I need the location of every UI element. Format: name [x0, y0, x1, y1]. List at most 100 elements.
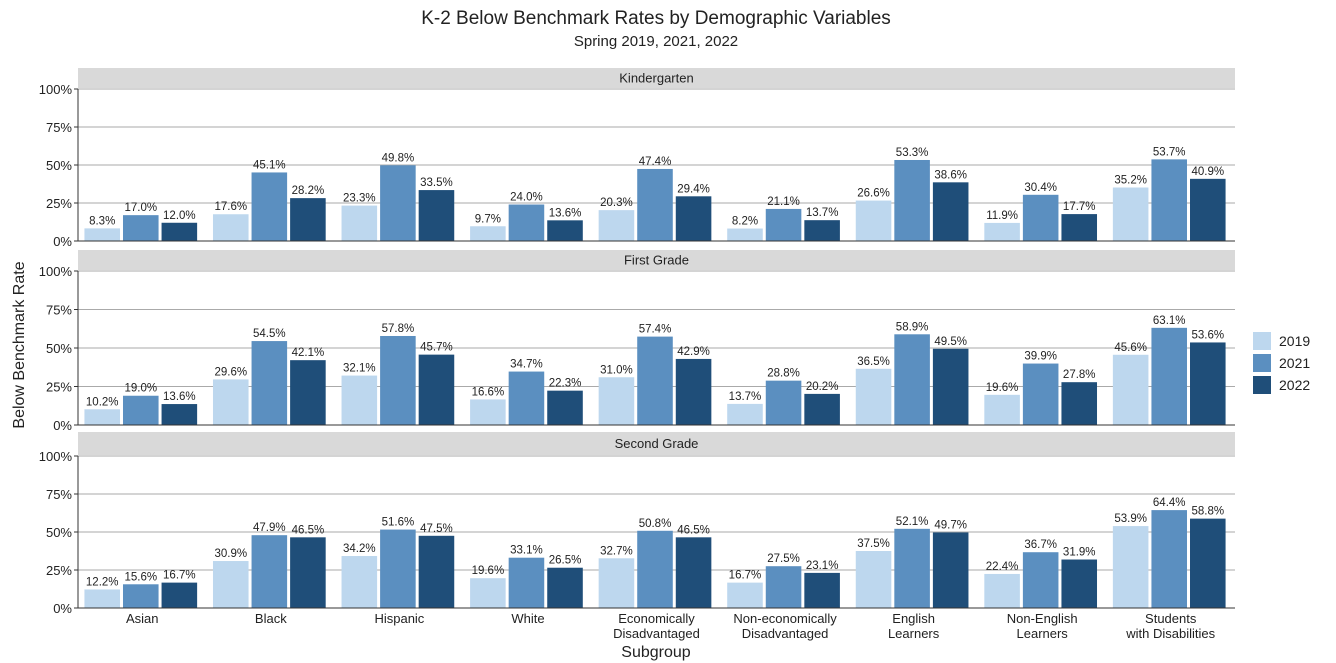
bar — [418, 535, 455, 608]
x-axis-label: Subgroup — [621, 644, 690, 661]
value-label: 9.7% — [475, 213, 501, 225]
value-label: 45.7% — [420, 342, 453, 354]
x-tick-label: Hispanic — [374, 611, 424, 626]
value-label: 46.5% — [292, 524, 325, 536]
value-label: 32.1% — [343, 363, 376, 375]
bar — [598, 210, 635, 241]
legend-swatch — [1253, 332, 1271, 350]
bar — [470, 399, 506, 425]
value-label: 51.6% — [382, 517, 415, 529]
value-label: 47.9% — [253, 522, 286, 534]
bar — [1061, 559, 1098, 608]
x-tick-label-line: Asian — [126, 611, 159, 626]
value-label: 63.1% — [1153, 315, 1186, 327]
x-tick-label: Students with Disabilities — [1125, 611, 1215, 641]
value-label: 8.3% — [89, 215, 115, 227]
bar — [380, 529, 416, 608]
bar — [637, 530, 673, 608]
value-label: 19.0% — [124, 383, 157, 395]
value-label: 13.7% — [729, 391, 762, 403]
legend-label: 2022 — [1279, 377, 1310, 393]
value-label: 16.6% — [472, 386, 505, 398]
bar — [1112, 354, 1149, 425]
bar — [161, 582, 198, 608]
value-label: 20.3% — [600, 197, 633, 209]
bar — [547, 220, 583, 241]
value-label: 38.6% — [934, 169, 967, 181]
bar — [341, 556, 378, 608]
value-label: 53.7% — [1153, 146, 1186, 158]
bar — [290, 360, 326, 425]
bar — [1022, 552, 1059, 608]
bar — [765, 566, 802, 608]
bar — [727, 403, 763, 425]
bar — [765, 380, 802, 425]
value-label: 12.0% — [163, 210, 196, 222]
bar — [727, 582, 763, 608]
bar — [418, 190, 455, 241]
value-label: 42.9% — [677, 346, 710, 358]
value-label: 29.4% — [677, 183, 710, 195]
value-label: 23.3% — [343, 193, 376, 205]
bar — [637, 336, 673, 425]
value-label: 39.9% — [1024, 351, 1057, 363]
value-label: 53.9% — [1114, 513, 1147, 525]
value-label: 10.2% — [86, 396, 119, 408]
value-label: 30.9% — [214, 548, 247, 560]
bar — [675, 358, 712, 425]
value-label: 17.7% — [1063, 201, 1096, 213]
bar — [894, 528, 930, 608]
bar — [932, 348, 969, 425]
y-tick-label: 25% — [46, 380, 72, 395]
x-tick-label: White — [511, 611, 544, 626]
y-tick-label: 50% — [46, 341, 72, 356]
value-label: 35.2% — [1114, 174, 1147, 186]
bar — [1061, 382, 1098, 425]
value-label: 17.6% — [214, 201, 247, 213]
y-tick-label: 75% — [46, 303, 72, 318]
bar — [637, 168, 673, 241]
value-label: 50.8% — [639, 518, 672, 530]
bar — [1190, 518, 1226, 608]
value-label: 45.6% — [1114, 342, 1147, 354]
bar — [251, 341, 288, 425]
value-label: 36.7% — [1024, 539, 1057, 551]
x-tick-label: Economically Disadvantaged — [613, 611, 700, 641]
value-label: 29.6% — [214, 366, 247, 378]
y-tick-label: 100% — [39, 264, 73, 279]
value-label: 28.2% — [292, 185, 325, 197]
bar — [212, 214, 249, 241]
y-tick-label: 75% — [46, 487, 72, 502]
legend-swatch — [1253, 376, 1271, 394]
value-label: 16.7% — [163, 570, 196, 582]
value-label: 20.2% — [806, 381, 839, 393]
bar — [84, 228, 120, 241]
bar — [598, 377, 635, 425]
facet-title: Second Grade — [615, 436, 699, 451]
facet-strip — [78, 68, 1235, 88]
value-label: 49.7% — [934, 519, 967, 531]
x-tick-label-line: Learners — [888, 626, 940, 641]
bar — [1061, 214, 1098, 241]
bar — [984, 222, 1020, 241]
x-tick-label: Asian — [126, 611, 159, 626]
bar — [122, 584, 159, 608]
value-label: 19.6% — [472, 565, 505, 577]
bar — [380, 335, 416, 425]
bar — [675, 196, 712, 241]
value-label: 22.3% — [549, 378, 582, 390]
y-axis-label: Below Benchmark Rate — [11, 261, 28, 428]
bar — [122, 395, 159, 425]
bar — [1022, 363, 1059, 425]
x-tick-label-line: Hispanic — [374, 611, 424, 626]
bar — [804, 393, 840, 425]
value-label: 26.5% — [549, 555, 582, 567]
bar — [84, 589, 120, 608]
legend-label: 2019 — [1279, 333, 1310, 349]
bar — [1151, 159, 1188, 241]
value-label: 45.1% — [253, 159, 286, 171]
facet-strip — [78, 432, 1235, 455]
value-label: 53.6% — [1191, 329, 1224, 341]
value-label: 11.9% — [986, 210, 1018, 222]
